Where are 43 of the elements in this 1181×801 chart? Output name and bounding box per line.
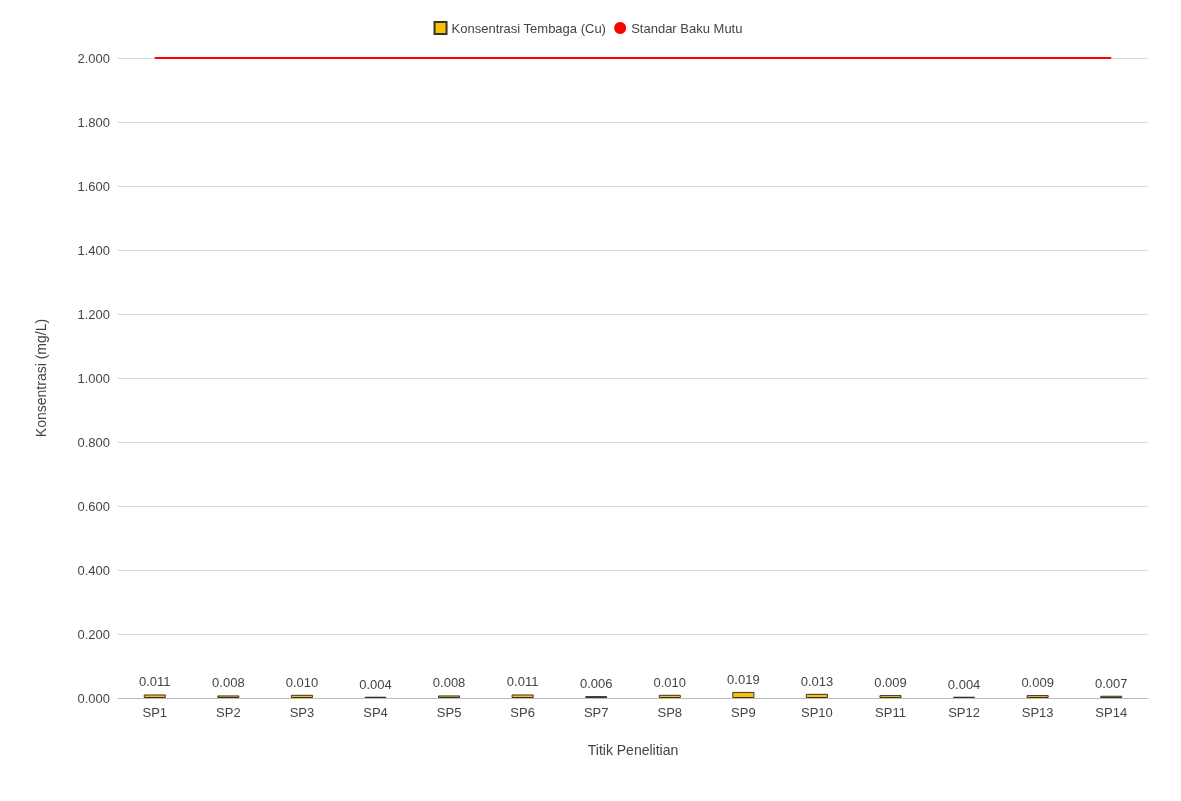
x-tick-label: SP1 bbox=[142, 705, 168, 720]
y-tick-label: 1.000 bbox=[77, 370, 110, 386]
data-label: 0.009 bbox=[874, 675, 907, 691]
data-label: 0.007 bbox=[1094, 675, 1128, 691]
data-label: 0.019 bbox=[727, 671, 760, 687]
x-tick-label: SP7 bbox=[583, 705, 609, 720]
y-tick-label: 1.400 bbox=[77, 242, 110, 258]
y-tick-label: 2.000 bbox=[77, 50, 110, 66]
data-label: 0.004 bbox=[359, 676, 392, 692]
y-tick-label: 1.600 bbox=[77, 178, 110, 194]
x-tick-label: SP10 bbox=[801, 705, 833, 720]
legend-label: Konsentrasi Tembaga (Cu) bbox=[451, 20, 606, 36]
x-tick-label: SP12 bbox=[948, 705, 980, 720]
data-label: 0.004 bbox=[947, 676, 981, 692]
data-label: 0.009 bbox=[1021, 675, 1054, 691]
data-label: 0.011 bbox=[506, 674, 539, 690]
y-tick-label: 1.800 bbox=[77, 114, 110, 130]
x-axis-title: Titik Penelitian bbox=[587, 742, 679, 758]
y-axis-title: Konsentrasi (mg/L) bbox=[33, 318, 49, 438]
x-tick-label: SP14 bbox=[1095, 705, 1128, 720]
x-tick-label: SP2 bbox=[216, 705, 241, 720]
x-tick-label: SP13 bbox=[1021, 705, 1054, 720]
data-label: 0.010 bbox=[653, 674, 687, 690]
x-tick-label: SP8 bbox=[657, 705, 683, 720]
y-tick-label: 0.400 bbox=[77, 562, 110, 578]
y-tick-label: 0.800 bbox=[77, 434, 110, 450]
x-tick-label: SP9 bbox=[731, 705, 756, 720]
x-tick-label: SP3 bbox=[289, 705, 315, 720]
data-label: 0.013 bbox=[800, 673, 834, 689]
x-tick-label: SP5 bbox=[436, 705, 462, 720]
data-label: 0.008 bbox=[212, 675, 245, 691]
y-tick-label: 0.600 bbox=[77, 498, 110, 514]
data-label: 0.010 bbox=[285, 674, 319, 690]
data-label: 0.006 bbox=[579, 676, 613, 692]
y-tick-label: 0.000 bbox=[77, 690, 110, 706]
x-tick-label: SP4 bbox=[363, 705, 388, 720]
x-tick-label: SP6 bbox=[510, 705, 535, 720]
data-label: 0.008 bbox=[432, 675, 466, 691]
y-tick-label: 1.200 bbox=[77, 306, 110, 322]
y-tick-label: 0.200 bbox=[77, 626, 110, 642]
x-tick-label: SP11 bbox=[875, 705, 906, 720]
legend-label: Standar Baku Mutu bbox=[631, 20, 743, 36]
data-label: 0.011 bbox=[139, 674, 171, 690]
